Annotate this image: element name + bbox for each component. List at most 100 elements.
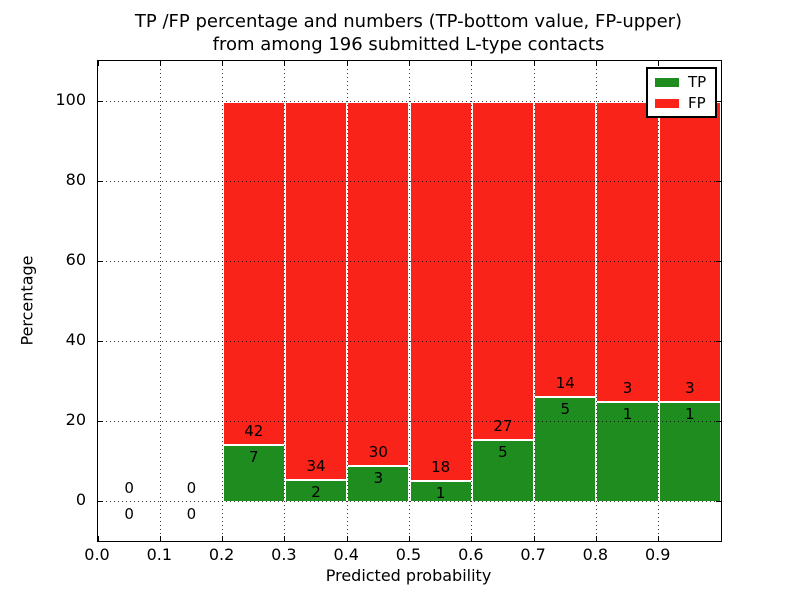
- y-tick-left: [98, 500, 103, 502]
- y-tick-label: 80: [65, 170, 86, 189]
- tp-bar: [471, 438, 535, 501]
- tp-count-label: 3: [373, 468, 384, 487]
- fp-bar: [347, 101, 410, 465]
- x-tick-label: 0.3: [271, 545, 297, 564]
- chart-title-line2: from among 196 submitted L-type contacts: [212, 34, 605, 55]
- tp-count-label: 1: [435, 483, 446, 502]
- x-tick-label: 0.1: [146, 545, 173, 564]
- tp-bar: [409, 479, 472, 501]
- x-tick-bottom: [409, 536, 410, 541]
- tp-legend-swatch: [655, 77, 679, 87]
- x-tick-label: 0.0: [84, 545, 110, 564]
- tp-count-label: 0: [124, 505, 134, 523]
- y-tick-label: 100: [55, 90, 86, 109]
- y-gridline: [98, 261, 721, 262]
- x-tick-top: [658, 61, 660, 66]
- x-tick-top: [222, 61, 224, 66]
- x-tick-label: 0.4: [333, 545, 359, 564]
- legend: TP FP: [646, 67, 718, 118]
- tp-count-label: 0: [186, 505, 197, 523]
- x-tick-bottom: [346, 536, 348, 541]
- tp-bar: [534, 395, 597, 501]
- x-tick-top: [284, 61, 286, 66]
- y-tick-right: [716, 420, 721, 422]
- x-gridline: [595, 61, 597, 541]
- y-tick-left: [98, 260, 103, 262]
- x-tick-bottom: [471, 536, 473, 541]
- x-gridline: [346, 61, 348, 541]
- legend-label: FP: [688, 94, 706, 112]
- fp-bar: [596, 101, 659, 401]
- y-gridline: [98, 421, 721, 422]
- x-gridline: [222, 61, 224, 541]
- fp-bar: [409, 101, 472, 480]
- x-tick-label: 0.8: [582, 545, 609, 564]
- tp-bar: [284, 478, 348, 501]
- y-tick-label: 20: [65, 410, 86, 429]
- fp-bar: [534, 101, 597, 396]
- x-tick-bottom: [533, 536, 535, 541]
- y-tick-left: [98, 420, 103, 422]
- tp-count-label: 2: [311, 482, 321, 501]
- fp-count-label: 42: [244, 421, 264, 440]
- x-gridline: [409, 61, 410, 541]
- y-tick-left: [98, 340, 103, 342]
- y-tick-label: 0: [75, 490, 86, 509]
- x-gridline: [533, 61, 535, 541]
- x-tick-label: 0.7: [520, 545, 546, 564]
- y-tick-left: [98, 100, 103, 102]
- fp-count-label: 3: [622, 379, 633, 397]
- tp-bar: [596, 401, 659, 501]
- tp-count-label: 5: [498, 442, 508, 461]
- y-tick-label: 60: [65, 250, 86, 269]
- y-tick-right: [716, 340, 721, 342]
- x-axis-label: Predicted probability: [325, 566, 492, 585]
- y-gridline: [98, 501, 721, 502]
- x-tick-bottom: [159, 536, 161, 541]
- y-gridline: [98, 181, 721, 182]
- x-tick-bottom: [222, 536, 224, 541]
- x-tick-label: 0.9: [644, 545, 671, 564]
- tp-bar: [658, 401, 721, 501]
- tp-bar: [222, 443, 285, 501]
- tp-bar: [347, 464, 410, 501]
- y-tick-right: [716, 500, 721, 502]
- tp-count-label: 7: [248, 447, 259, 466]
- x-gridline: [284, 61, 286, 541]
- tp-count-label: 1: [622, 405, 633, 423]
- fp-count-label: 18: [431, 457, 451, 476]
- fp-count-label: 30: [368, 442, 388, 461]
- y-tick-right: [716, 180, 721, 182]
- fp-count-label: 34: [306, 456, 326, 475]
- x-tick-top: [159, 61, 161, 66]
- y-axis-label-wrap: Percentage: [14, 60, 40, 540]
- y-tick-right: [716, 260, 721, 262]
- x-tick-bottom: [658, 536, 660, 541]
- chart-title-line1: TP /FP percentage and numbers (TP-bottom…: [134, 11, 683, 32]
- x-tick-top: [409, 61, 410, 66]
- fp-legend-swatch: [655, 98, 679, 108]
- tp-count-label: 1: [685, 405, 695, 423]
- x-tick-bottom: [97, 536, 99, 541]
- fp-count-label: 27: [493, 416, 513, 435]
- fp-count-label: 14: [555, 373, 575, 392]
- x-tick-top: [595, 61, 597, 66]
- x-tick-label: 0.6: [458, 545, 484, 564]
- x-tick-top: [533, 61, 535, 66]
- y-tick-label: 40: [65, 330, 86, 349]
- legend-label: TP: [688, 73, 707, 91]
- x-tick-top: [346, 61, 348, 66]
- fp-bar: [471, 101, 535, 439]
- x-gridline: [658, 61, 660, 541]
- x-gridline: [159, 61, 161, 541]
- y-axis-label: Percentage: [17, 254, 37, 346]
- y-gridline: [98, 101, 721, 102]
- x-tick-top: [97, 61, 99, 66]
- fp-count-label: 0: [124, 479, 134, 497]
- tp-count-label: 5: [560, 399, 571, 418]
- fp-count-label: 0: [186, 479, 197, 497]
- x-gridline: [471, 61, 473, 541]
- plot-area: 0 0 0 0 42 7 34 2 30 3 18 1 27 5 14 5 3 1 3 1 TP FP: [97, 60, 722, 542]
- y-tick-right: [716, 100, 721, 102]
